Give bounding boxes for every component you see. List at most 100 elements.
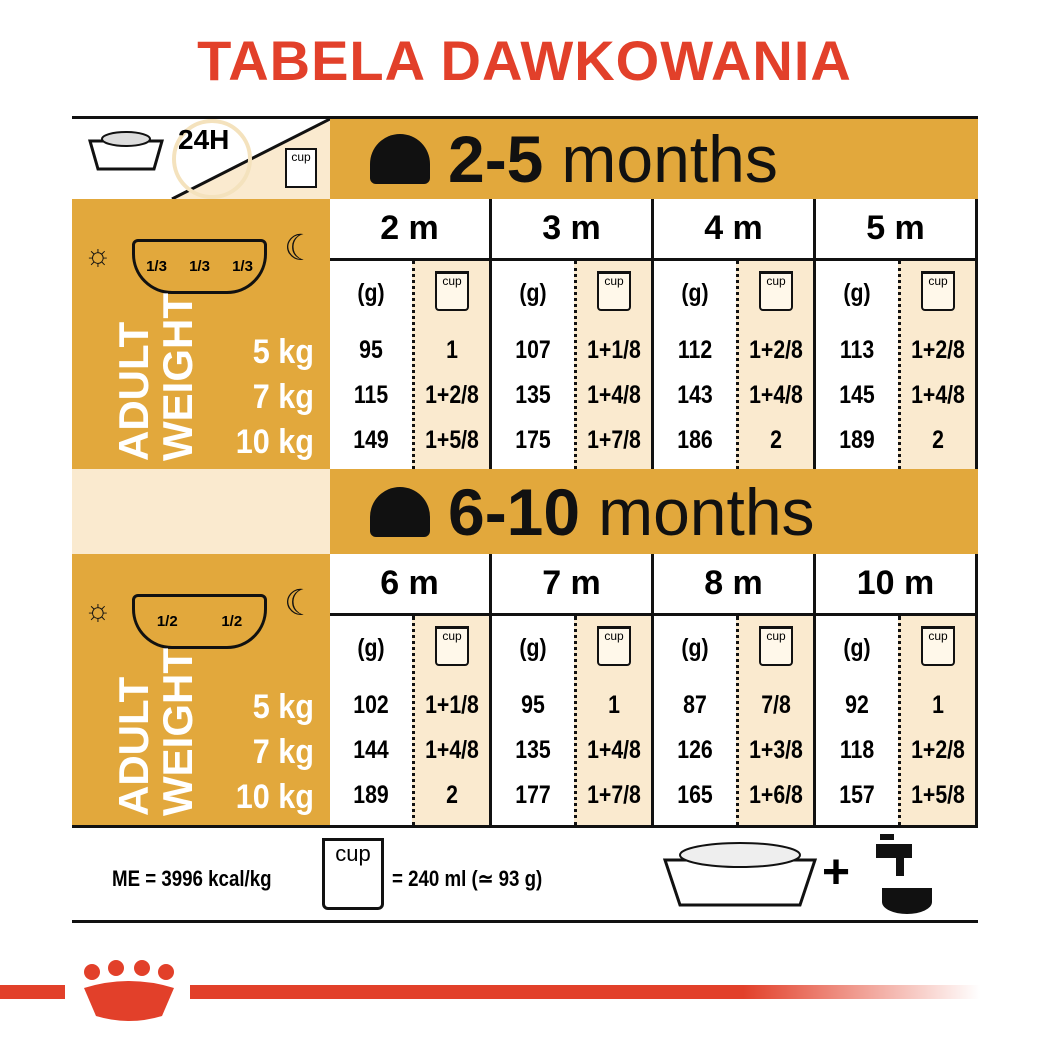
brand-logo-icon	[84, 960, 174, 1021]
cups-column: cup 1+2/8 1+4/8 2	[736, 261, 813, 469]
cup-icon: cup	[921, 626, 955, 666]
cup-icon: cup	[435, 626, 469, 666]
adult-weight-label: ADULT WEIGHT	[110, 648, 201, 816]
month-header: 6 m	[330, 554, 489, 616]
age-group-header: 6-10 months	[330, 469, 978, 554]
month-column: 10 m (g) 92 118 157 cup 1 1+2/8 1+5/8	[816, 554, 978, 826]
cups-value: 1+4/8	[425, 736, 479, 764]
grams-value: 95	[359, 336, 383, 364]
moon-icon: ☾	[284, 582, 317, 623]
grams-value: 175	[515, 426, 551, 454]
adult-weight-label: ADULT WEIGHT	[110, 293, 201, 461]
grams-value: 157	[839, 781, 875, 809]
grams-value: 165	[677, 781, 713, 809]
weight-label: 7 kg	[252, 378, 314, 416]
grams-value: 149	[353, 426, 389, 454]
grams-unit-label: (g)	[843, 279, 871, 307]
month-header: 8 m	[654, 554, 813, 616]
grams-value: 118	[839, 736, 875, 764]
cups-value: 1+2/8	[911, 736, 965, 764]
feeding-table: 2 m (g) 95 115 149 cup 1 1+2/8 1+5/8 3 m (g) 107 135…	[330, 199, 978, 469]
cups-value: 1+4/8	[749, 381, 803, 409]
axis-label-line: WEIGHT	[154, 648, 201, 816]
grams-value: 135	[515, 381, 551, 409]
axis-label-line: ADULT	[110, 321, 157, 461]
grams-column: (g) 87 126 165	[654, 616, 736, 826]
weight-label: 5 kg	[252, 333, 314, 371]
cups-value: 1+3/8	[749, 736, 803, 764]
cups-value: 2	[770, 426, 782, 454]
weight-label: 10 kg	[235, 423, 314, 461]
grams-unit-label: (g)	[357, 279, 385, 307]
cups-value: 1+2/8	[425, 381, 479, 409]
feeding-table: 6 m (g) 102 144 189 cup 1+1/8 1+4/8 2 7 m (g) 95 135…	[330, 554, 978, 826]
grams-value: 144	[353, 736, 389, 764]
grams-unit-label: (g)	[519, 634, 547, 662]
energy-label: ME = 3996 kcal/kg	[112, 866, 272, 891]
cup-icon: cup	[435, 271, 469, 311]
grams-column: (g) 92 118 157	[816, 616, 898, 826]
cup-icon: cup	[597, 626, 631, 666]
portion-fraction: 1/2	[221, 613, 243, 630]
cups-value: 1+4/8	[587, 381, 641, 409]
portion-bowl-icon: 1/2 1/2	[132, 594, 267, 649]
month-header: 5 m	[816, 199, 975, 261]
cups-column: cup 1+1/8 1+4/8 1+7/8	[574, 261, 651, 469]
grams-value: 189	[839, 426, 875, 454]
cups-column: cup 7/8 1+3/8 1+6/8	[736, 616, 813, 826]
grams-value: 95	[521, 691, 545, 719]
cups-value: 1+5/8	[911, 781, 965, 809]
divider	[72, 920, 978, 923]
cups-column: cup 1+1/8 1+4/8 2	[412, 616, 489, 826]
grams-value: 115	[353, 381, 389, 409]
cups-column: cup 1+2/8 1+4/8 2	[898, 261, 975, 469]
daily-label: 24H	[178, 124, 230, 155]
cups-value: 1+1/8	[587, 336, 641, 364]
cup-equivalent: = 240 ml (≃ 93 g)	[392, 866, 543, 891]
spacer-panel	[72, 469, 330, 554]
grams-value: 92	[845, 691, 869, 719]
cups-value: 1+7/8	[587, 426, 641, 454]
cups-value: 1	[932, 691, 944, 719]
month-column: 4 m (g) 112 143 186 cup 1+2/8 1+4/8 2	[654, 199, 816, 469]
grams-column: (g) 113 145 189	[816, 261, 898, 469]
puppy-icon	[370, 134, 430, 184]
portion-bowl-icon: 1/3 1/3 1/3	[132, 239, 267, 294]
cups-value: 1+2/8	[911, 336, 965, 364]
month-column: 6 m (g) 102 144 189 cup 1+1/8 1+4/8 2	[330, 554, 492, 826]
cup-icon: cup	[597, 271, 631, 311]
weight-panel: 1/3 1/3 1/3 ☼ ☾ ADULT WEIGHT 5 kg 7 kg 10 kg	[72, 199, 330, 469]
grams-unit-label: (g)	[681, 279, 709, 307]
moon-icon: ☾	[284, 227, 317, 268]
cups-value: 1+1/8	[425, 691, 479, 719]
grams-column: (g) 112 143 186	[654, 261, 736, 469]
cups-value: 1+4/8	[587, 736, 641, 764]
cups-value: 1+5/8	[425, 426, 479, 454]
cup-icon: cup	[759, 271, 793, 311]
divider	[72, 825, 978, 828]
cups-value: 1+4/8	[911, 381, 965, 409]
portion-fraction: 1/3	[232, 258, 253, 275]
grams-value: 112	[677, 336, 713, 364]
age-unit: months	[598, 474, 815, 549]
grams-column: (g) 95 135 177	[492, 616, 574, 826]
axis-label-line: ADULT	[110, 676, 157, 816]
grams-value: 189	[353, 781, 389, 809]
month-header: 2 m	[330, 199, 489, 261]
age-group-header: 2-5 months	[330, 119, 978, 199]
month-column: 7 m (g) 95 135 177 cup 1 1+4/8 1+7/8	[492, 554, 654, 826]
age-group-title: 2-5 months	[370, 119, 778, 199]
cups-column: cup 1 1+4/8 1+7/8	[574, 616, 651, 826]
grams-value: 107	[515, 336, 551, 364]
cups-value: 1+6/8	[749, 781, 803, 809]
grams-value: 186	[677, 426, 713, 454]
puppy-icon	[370, 486, 430, 537]
month-column: 2 m (g) 95 115 149 cup 1 1+2/8 1+5/8	[330, 199, 492, 469]
portion-fraction: 1/2	[156, 613, 178, 630]
cup-icon: cup	[285, 148, 317, 188]
weight-label: 7 kg	[252, 733, 314, 771]
divider	[72, 116, 978, 119]
food-bowl-icon	[662, 842, 818, 907]
grams-value: 143	[677, 381, 713, 409]
month-header: 4 m	[654, 199, 813, 261]
